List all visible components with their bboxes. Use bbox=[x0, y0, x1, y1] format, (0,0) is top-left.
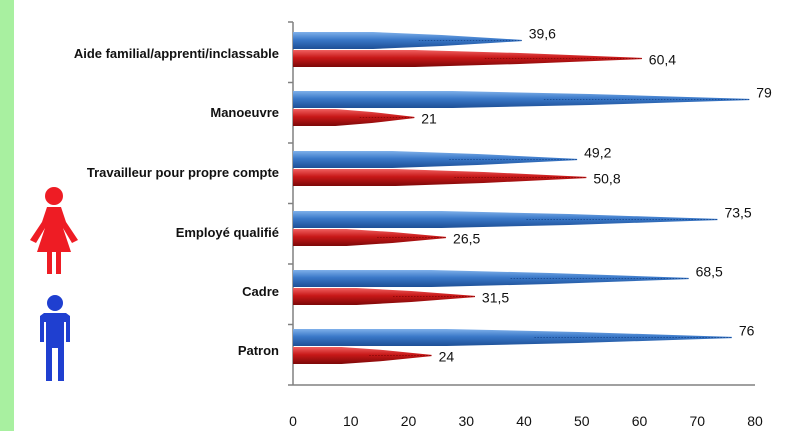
men-value-label: 76 bbox=[739, 323, 755, 339]
x-tick-label: 80 bbox=[747, 413, 763, 429]
category-label: Cadre bbox=[242, 284, 279, 299]
men-bar bbox=[293, 91, 750, 108]
women-bar bbox=[293, 288, 475, 305]
category-label: Employé qualifié bbox=[176, 225, 279, 240]
men-bar bbox=[293, 270, 689, 287]
women-bar bbox=[293, 109, 415, 126]
x-tick-label: 40 bbox=[516, 413, 532, 429]
category-label: Aide familial/apprenti/inclassable bbox=[74, 46, 279, 61]
x-tick-label: 10 bbox=[343, 413, 359, 429]
women-value-label: 50,8 bbox=[593, 171, 620, 187]
category-label: Manoeuvre bbox=[210, 105, 279, 120]
value-labels: 39,6 60,4 79 21 49,2 50,8 73,5 26,5 68,5 31,5 76 24 bbox=[421, 26, 772, 365]
category-label: Travailleur pour propre compte bbox=[87, 165, 279, 180]
men-value-label: 79 bbox=[756, 85, 772, 101]
female-figure-icon bbox=[30, 187, 78, 274]
women-bar bbox=[293, 169, 587, 186]
left-color-strip bbox=[0, 0, 14, 431]
women-bar bbox=[293, 347, 432, 364]
women-value-label: 60,4 bbox=[649, 52, 676, 68]
men-bar bbox=[293, 151, 578, 168]
x-tick-label: 50 bbox=[574, 413, 590, 429]
men-bar bbox=[293, 211, 718, 228]
men-value-label: 68,5 bbox=[696, 264, 723, 280]
x-tick-label: 70 bbox=[689, 413, 705, 429]
chart-axes bbox=[288, 21, 755, 386]
women-bar bbox=[293, 50, 642, 67]
bar-series bbox=[293, 32, 750, 364]
men-value-label: 73,5 bbox=[724, 205, 751, 221]
women-value-label: 31,5 bbox=[482, 290, 509, 306]
x-tick-label: 0 bbox=[289, 413, 297, 429]
x-tick-label: 30 bbox=[458, 413, 474, 429]
women-bar bbox=[293, 229, 447, 246]
category-labels: Aide familial/apprenti/inclassable Manoeu… bbox=[74, 46, 279, 358]
x-tick-label: 60 bbox=[632, 413, 648, 429]
men-bar bbox=[293, 32, 522, 49]
category-label: Patron bbox=[238, 343, 279, 358]
women-value-label: 24 bbox=[439, 349, 455, 365]
male-figure-icon bbox=[40, 295, 70, 381]
women-value-label: 26,5 bbox=[453, 231, 480, 247]
men-value-label: 39,6 bbox=[529, 26, 556, 42]
x-tick-labels: 0 10 20 30 40 50 60 70 80 bbox=[289, 413, 763, 429]
x-tick-label: 20 bbox=[401, 413, 417, 429]
men-value-label: 49,2 bbox=[584, 145, 611, 161]
men-bar bbox=[293, 329, 732, 346]
women-value-label: 21 bbox=[421, 111, 437, 127]
